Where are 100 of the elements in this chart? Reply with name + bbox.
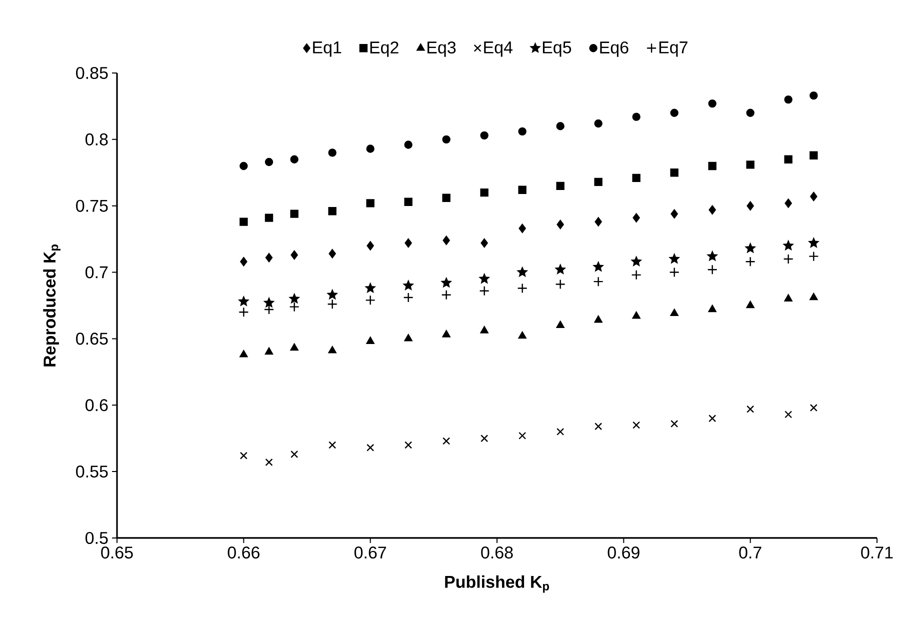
point bbox=[670, 168, 678, 177]
y-tick-label: 0.6 bbox=[86, 399, 108, 412]
legend-label: Eq6 bbox=[600, 41, 628, 57]
point bbox=[289, 302, 300, 312]
point bbox=[290, 250, 298, 260]
point bbox=[784, 294, 792, 302]
legend-label: Eq3 bbox=[428, 41, 456, 57]
point bbox=[328, 207, 336, 216]
point bbox=[442, 437, 450, 445]
point bbox=[442, 330, 450, 338]
x-axis-title: Published K$_{p}$ bbox=[445, 575, 550, 593]
point bbox=[556, 182, 564, 190]
point bbox=[746, 201, 754, 210]
point bbox=[442, 236, 450, 245]
y-tick-label: 0.55 bbox=[76, 466, 108, 478]
point bbox=[404, 198, 412, 206]
point bbox=[404, 140, 412, 149]
point bbox=[746, 300, 754, 308]
point bbox=[784, 155, 792, 164]
point bbox=[240, 162, 248, 170]
point bbox=[708, 304, 716, 312]
point bbox=[442, 135, 450, 144]
point bbox=[264, 347, 274, 355]
point bbox=[746, 405, 754, 413]
point bbox=[290, 210, 298, 218]
point bbox=[328, 148, 336, 157]
point bbox=[480, 131, 488, 140]
x-tick-label: 0.65 bbox=[101, 546, 133, 559]
point bbox=[594, 178, 602, 186]
point bbox=[264, 158, 274, 166]
point bbox=[518, 127, 526, 136]
y-axis-title: Reproduced K$_{p}$ bbox=[43, 244, 61, 366]
point bbox=[556, 122, 564, 130]
point bbox=[784, 410, 792, 418]
x-tick-label: 0.71 bbox=[861, 546, 893, 559]
legend-label: Eq7 bbox=[659, 42, 688, 57]
legend-label: Eq2 bbox=[370, 41, 398, 57]
point bbox=[518, 331, 526, 339]
point bbox=[518, 186, 526, 194]
point bbox=[632, 312, 640, 319]
point bbox=[708, 99, 716, 108]
point bbox=[404, 441, 412, 449]
point bbox=[265, 458, 273, 466]
point bbox=[517, 283, 528, 294]
point bbox=[808, 251, 819, 262]
legend-label: Eq4 bbox=[484, 42, 512, 57]
point bbox=[518, 224, 526, 234]
point bbox=[810, 151, 818, 160]
point bbox=[403, 280, 414, 290]
y-tick-label: 0.5 bbox=[86, 532, 108, 544]
point bbox=[810, 91, 818, 100]
point bbox=[479, 286, 490, 296]
legend-label: Eq5 bbox=[542, 42, 572, 57]
point bbox=[594, 217, 602, 226]
point bbox=[632, 421, 640, 429]
point bbox=[556, 220, 564, 230]
point bbox=[746, 108, 754, 117]
y-tick-label: 0.85 bbox=[76, 66, 108, 80]
point bbox=[404, 334, 412, 342]
point bbox=[707, 264, 718, 275]
point bbox=[670, 420, 678, 428]
point bbox=[631, 256, 642, 266]
point bbox=[708, 162, 716, 170]
point bbox=[328, 441, 336, 449]
point bbox=[238, 296, 249, 306]
point bbox=[441, 290, 452, 300]
point bbox=[556, 320, 564, 328]
point bbox=[365, 295, 376, 306]
point bbox=[240, 350, 248, 358]
point bbox=[290, 450, 298, 458]
point bbox=[745, 243, 756, 253]
point bbox=[670, 308, 678, 316]
point bbox=[366, 336, 374, 344]
y-tick-label: 0.8 bbox=[86, 133, 108, 146]
point bbox=[593, 276, 604, 287]
point bbox=[289, 294, 300, 304]
point bbox=[784, 95, 792, 104]
point bbox=[593, 262, 604, 272]
point bbox=[366, 199, 374, 208]
point bbox=[442, 194, 450, 202]
point bbox=[631, 270, 642, 280]
point bbox=[555, 264, 566, 274]
y-tick-label: 0.7 bbox=[86, 266, 108, 278]
point bbox=[290, 343, 298, 351]
x-tick-label: 0.7 bbox=[739, 546, 762, 559]
point bbox=[745, 256, 756, 267]
point bbox=[670, 108, 678, 117]
point bbox=[264, 304, 274, 315]
point bbox=[366, 144, 374, 153]
point bbox=[783, 240, 794, 250]
point bbox=[594, 119, 602, 128]
point bbox=[783, 254, 794, 264]
point bbox=[479, 274, 490, 284]
point bbox=[594, 422, 602, 430]
point bbox=[556, 428, 564, 436]
point bbox=[808, 238, 819, 248]
point bbox=[480, 434, 488, 442]
point bbox=[594, 316, 602, 323]
point bbox=[441, 278, 452, 288]
point bbox=[746, 160, 754, 169]
